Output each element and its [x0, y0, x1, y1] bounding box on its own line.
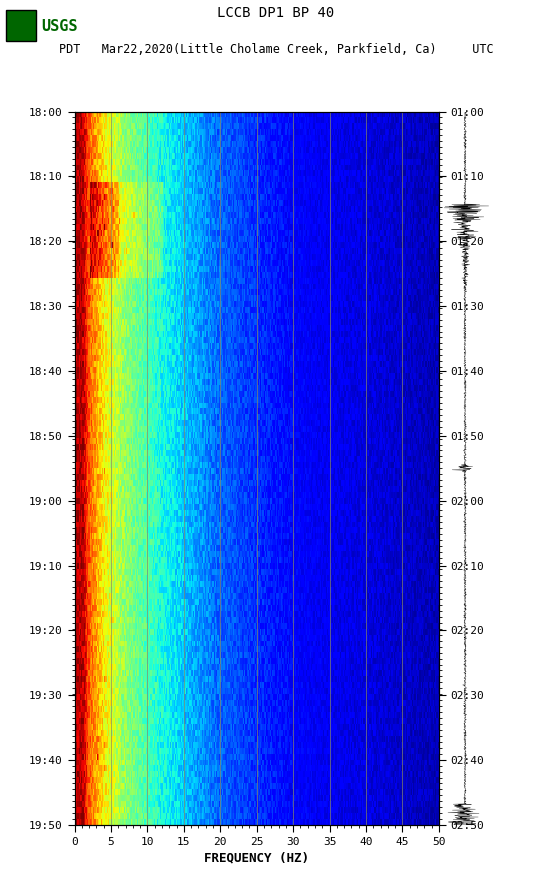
- Text: USGS: USGS: [41, 19, 78, 34]
- X-axis label: FREQUENCY (HZ): FREQUENCY (HZ): [204, 851, 309, 864]
- FancyBboxPatch shape: [6, 10, 36, 40]
- Text: PDT   Mar22,2020(Little Cholame Creek, Parkfield, Ca)     UTC: PDT Mar22,2020(Little Cholame Creek, Par…: [59, 43, 493, 56]
- Text: LCCB DP1 BP 40: LCCB DP1 BP 40: [217, 6, 335, 20]
